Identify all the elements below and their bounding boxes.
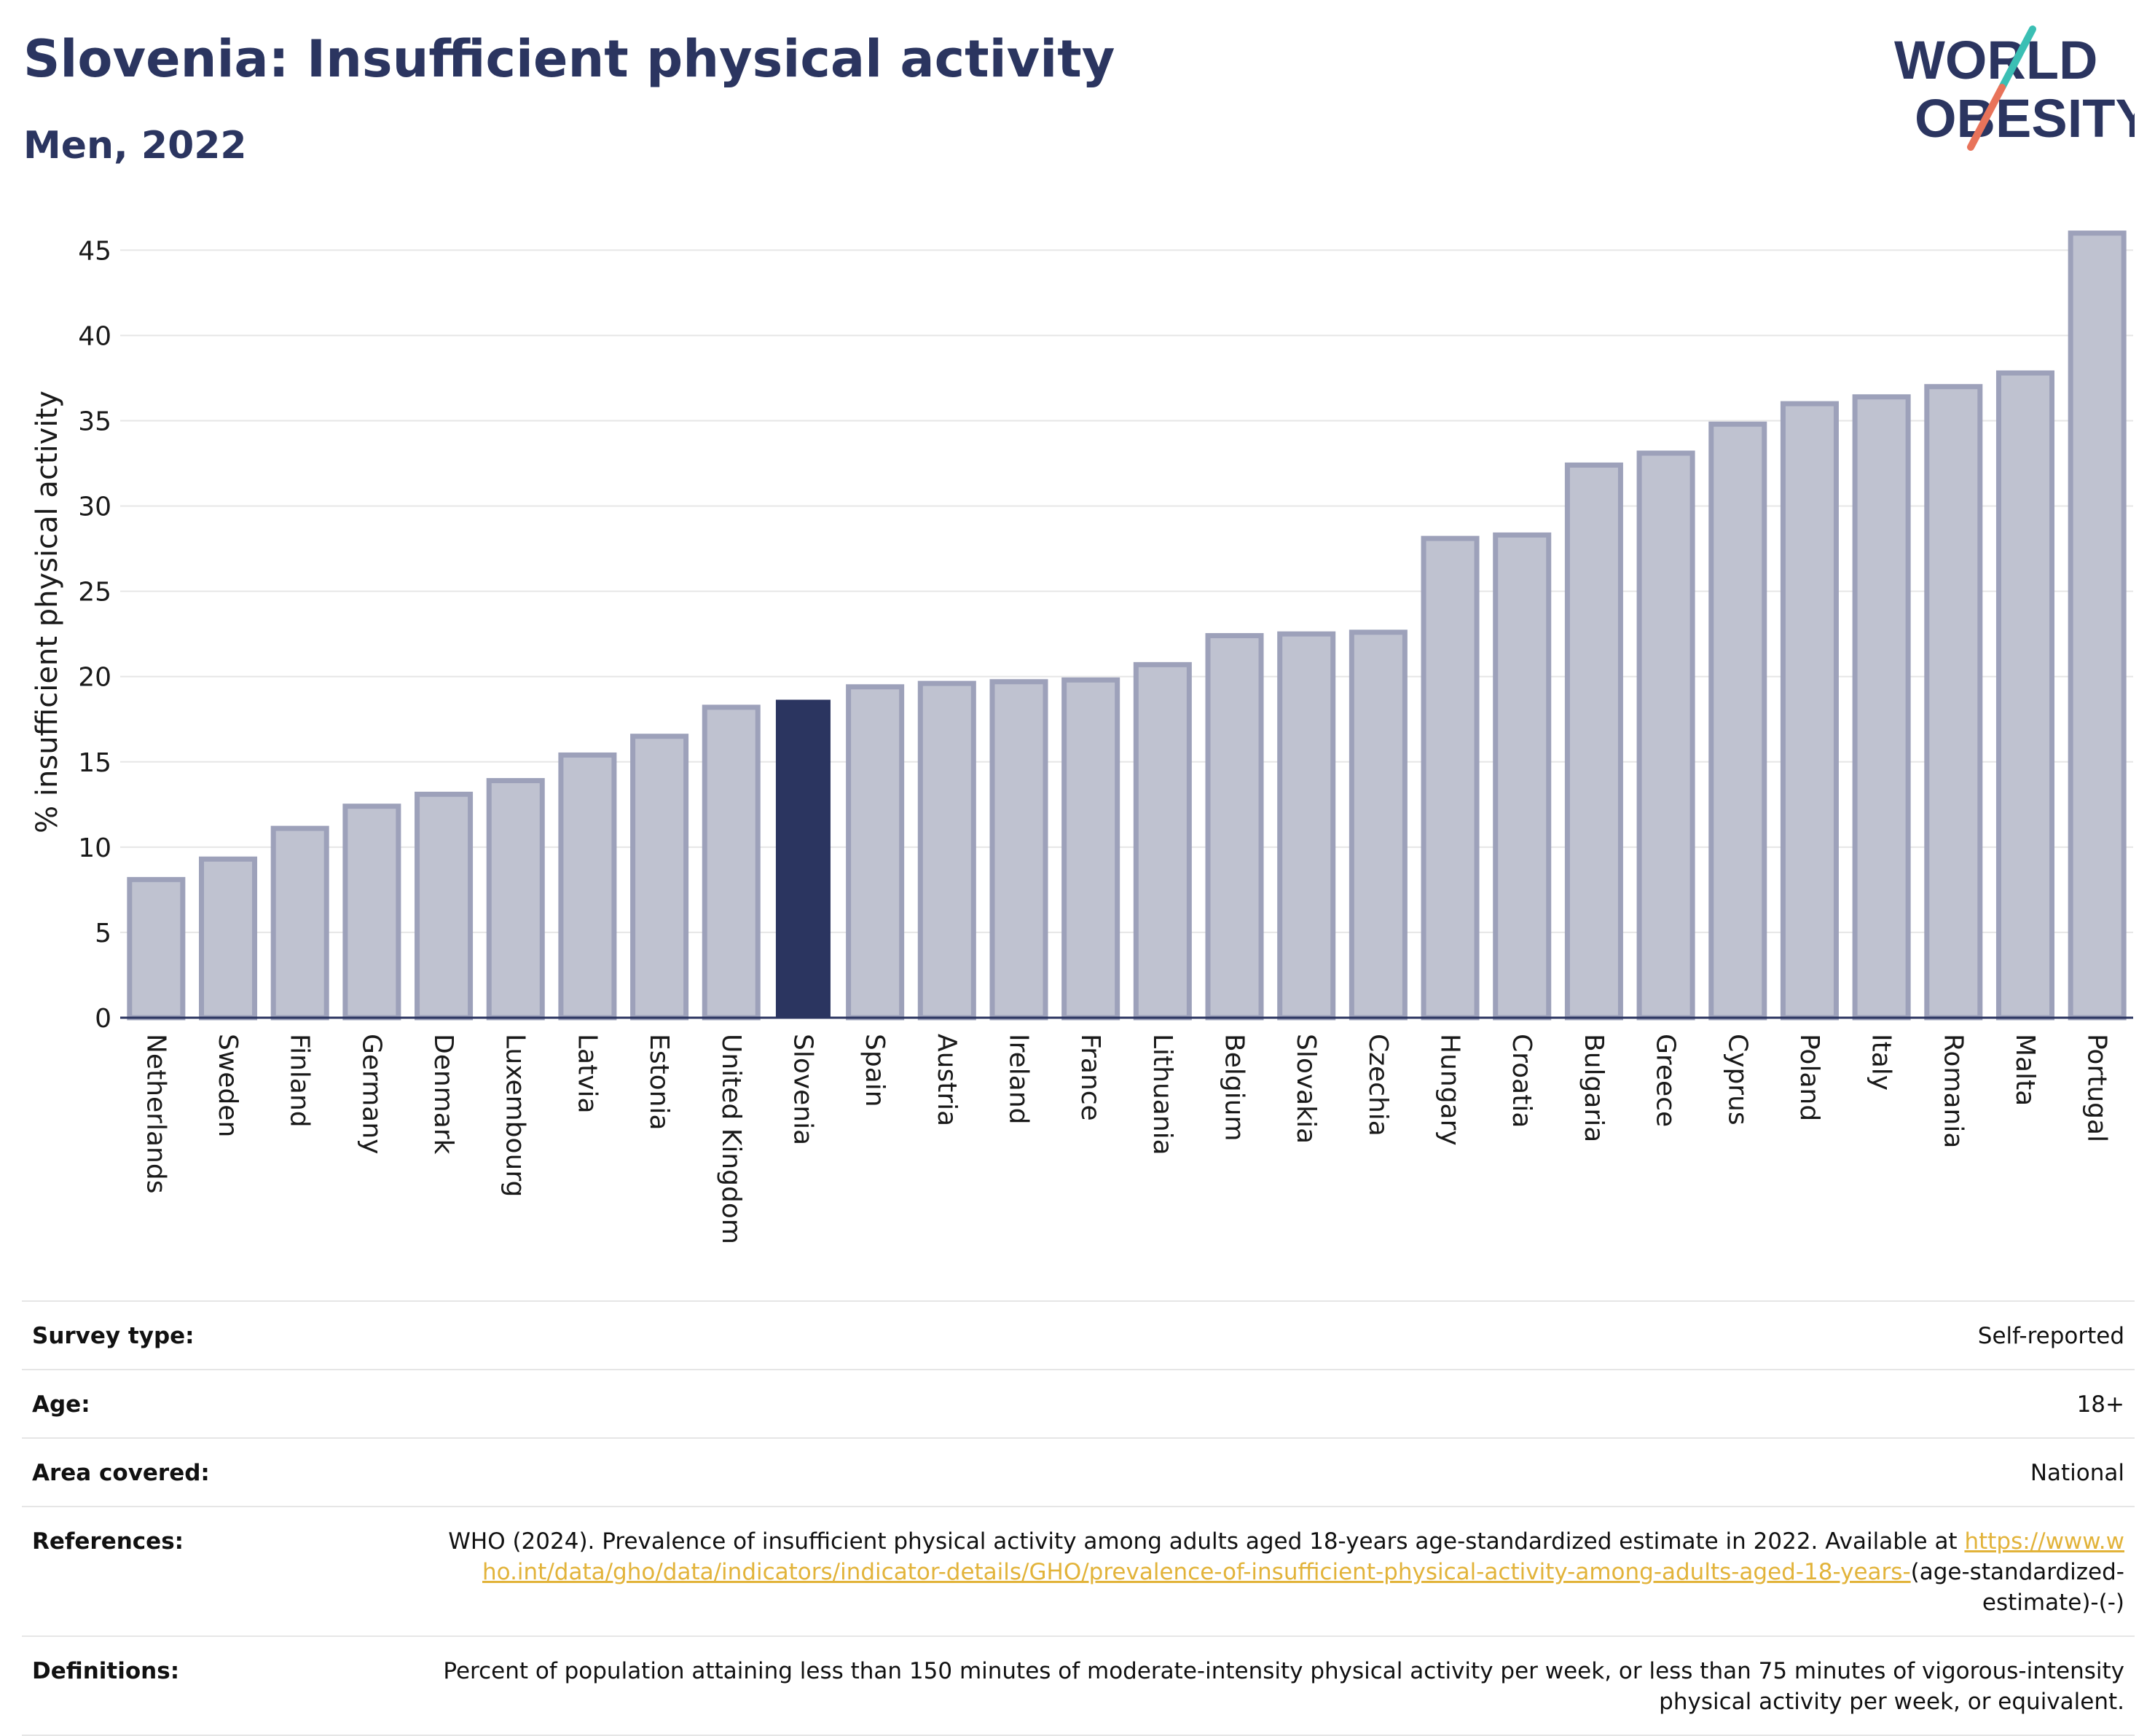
references-row: References: WHO (2024). Prevalence of in… [22, 1506, 2135, 1635]
logo-slash-bottom [1967, 84, 2006, 151]
bar-belgium [1205, 633, 1264, 1021]
bar-slovakia [1277, 631, 1336, 1021]
y-tick-label: 5 [95, 919, 111, 948]
bar-germany [342, 804, 401, 1021]
page-subtitle: Men, 2022 [23, 124, 247, 168]
y-tick-label: 20 [78, 663, 111, 693]
x-tick-label: Latvia [572, 1034, 602, 1114]
y-tick-label: 35 [78, 407, 111, 437]
area-label: Area covered: [32, 1460, 210, 1486]
y-tick-label: 0 [95, 1004, 111, 1034]
bar-czechia [1349, 629, 1408, 1021]
x-tick-label: Lithuania [1147, 1034, 1177, 1155]
bar-luxembourg [486, 778, 545, 1021]
bar-latvia [558, 752, 617, 1021]
references-value: WHO (2024). Prevalence of insufficient p… [434, 1526, 2124, 1618]
x-tick-labels: Netherlands Sweden Finland Germany Denmark Lu… [141, 1034, 2111, 1244]
x-tick-label: Spain [860, 1034, 890, 1107]
bar-austria [917, 680, 976, 1021]
x-tick-label: Germany [356, 1034, 386, 1154]
y-axis-label: % insufficient physical activity [31, 390, 64, 833]
bar-estonia [630, 734, 689, 1021]
bar-chart: 0 5 10 15 20 25 30 35 40 45 Netherlands Sweden Finl… [31, 230, 2133, 1244]
x-tick-label: Hungary [1435, 1034, 1465, 1146]
bar-ireland [989, 679, 1048, 1021]
references-label: References: [32, 1528, 184, 1555]
survey-type-value: Self-reported [1977, 1323, 2124, 1349]
age-label: Age: [32, 1391, 90, 1418]
bar-poland [1780, 401, 1839, 1021]
x-tick-label: Sweden [213, 1034, 243, 1137]
page-title: Slovenia: Insufficient physical activity [23, 29, 1115, 89]
survey-type-label: Survey type: [32, 1323, 195, 1349]
bar-italy [1852, 394, 1911, 1021]
x-tick-label: Greece [1651, 1034, 1681, 1127]
x-tick-label: Slovenia [788, 1034, 817, 1145]
bar-romania [1924, 384, 1983, 1021]
logo-line-2: OBESITY [1915, 88, 2135, 149]
definitions-label: Definitions: [32, 1658, 180, 1684]
survey-type-row: Survey type: Self-reported [22, 1300, 2135, 1369]
bar-malta [1995, 370, 2054, 1021]
logo-slash-top [1998, 25, 2036, 91]
y-tick-label: 25 [78, 578, 111, 608]
definitions-row: Definitions: Percent of population attai… [22, 1635, 2135, 1736]
bar-finland [270, 825, 329, 1021]
x-tick-label: Luxembourg [501, 1034, 530, 1197]
bars [127, 230, 2127, 1021]
bar-sweden [199, 856, 258, 1021]
x-tick-label: Cyprus [1722, 1034, 1752, 1126]
bar-portugal [2068, 230, 2127, 1021]
area-value: National [2030, 1460, 2124, 1486]
x-tick-label: Denmark [428, 1034, 458, 1155]
x-tick-label: Ireland [1003, 1034, 1033, 1125]
bar-hungary [1421, 535, 1480, 1021]
x-tick-label: Croatia [1507, 1034, 1536, 1128]
bar-netherlands [127, 876, 186, 1021]
bar-spain [846, 684, 905, 1021]
bar-cyprus [1708, 421, 1767, 1021]
x-tick-label: Austria [932, 1034, 962, 1126]
y-tick-label: 45 [78, 236, 111, 266]
y-tick-label: 10 [78, 833, 111, 863]
x-tick-label: France [1075, 1034, 1105, 1121]
bar-bulgaria [1564, 462, 1623, 1021]
x-tick-label: Romania [1938, 1034, 1968, 1148]
x-tick-label: Malta [2010, 1034, 2040, 1106]
x-tick-label: Belgium [1220, 1034, 1249, 1142]
bar-greece [1636, 450, 1695, 1021]
x-tick-label: Finland [285, 1034, 315, 1128]
x-tick-label: United Kingdom [716, 1034, 746, 1244]
bar-denmark [415, 791, 474, 1021]
area-row: Area covered: National [22, 1437, 2135, 1506]
x-tick-label: Portugal [2082, 1034, 2112, 1142]
metadata-table: Survey type: Self-reported Age: 18+ Area… [22, 1300, 2135, 1736]
x-tick-label: Poland [1794, 1034, 1824, 1121]
y-tick-label: 15 [78, 748, 111, 778]
y-tick-label: 30 [78, 492, 111, 522]
y-tick-label: 40 [78, 321, 111, 351]
x-tick-label: Slovakia [1291, 1034, 1321, 1144]
bar-france [1061, 677, 1120, 1021]
references-suffix: (age-standardized-estimate)-(-) [1910, 1559, 2124, 1616]
bar-croatia [1493, 532, 1552, 1021]
x-tick-label: Estonia [644, 1034, 674, 1131]
x-tick-label: Czechia [1363, 1034, 1393, 1136]
logo-line-1: WORLD [1894, 30, 2098, 90]
age-row: Age: 18+ [22, 1369, 2135, 1437]
age-value: 18+ [2076, 1391, 2124, 1418]
x-tick-label: Netherlands [141, 1034, 170, 1193]
references-link[interactable]: https://www.who.int/data/gho/data/indica… [482, 1528, 2124, 1585]
x-tick-label: Bulgaria [1579, 1034, 1609, 1142]
definitions-value: Percent of population attaining less tha… [443, 1658, 2124, 1715]
world-obesity-logo: WORLD OBESITY [1894, 25, 2135, 151]
bar-slovenia [775, 699, 831, 1018]
bar-lithuania [1133, 661, 1192, 1021]
y-tick-labels: 0 5 10 15 20 25 30 35 40 45 [78, 236, 111, 1034]
bar-united-kingdom [702, 704, 761, 1021]
references-text: WHO (2024). Prevalence of insufficient p… [448, 1528, 1958, 1555]
x-tick-label: Italy [1867, 1034, 1896, 1091]
